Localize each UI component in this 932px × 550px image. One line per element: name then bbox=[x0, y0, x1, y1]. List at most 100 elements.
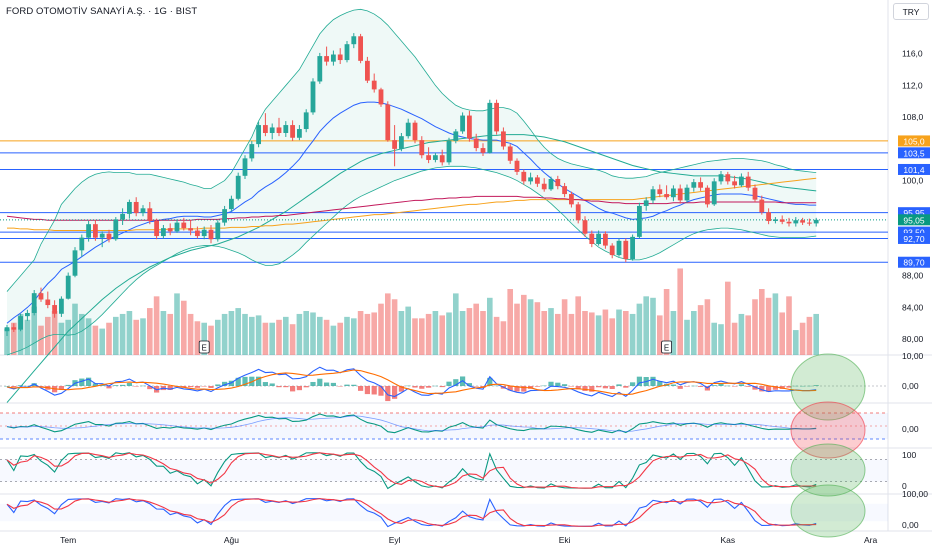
candle-body bbox=[575, 204, 581, 221]
candle-body bbox=[140, 208, 146, 214]
volume-bar bbox=[480, 311, 486, 355]
macd-histogram-bar bbox=[806, 385, 812, 387]
level-tag-label: 103,5 bbox=[903, 148, 925, 158]
candle-body bbox=[691, 182, 697, 188]
volume-bar bbox=[65, 319, 71, 355]
volume-bar bbox=[439, 315, 445, 355]
volume-bar bbox=[425, 313, 432, 355]
volume-bar bbox=[711, 322, 717, 355]
candle-body bbox=[215, 222, 221, 240]
candle-body bbox=[113, 219, 119, 240]
macd-histogram-bar bbox=[541, 385, 547, 387]
candle-body bbox=[93, 224, 98, 238]
candle-body bbox=[562, 186, 567, 195]
volume-bar bbox=[113, 316, 119, 355]
candle-body bbox=[229, 198, 234, 210]
volume-bar bbox=[323, 319, 330, 355]
macd-histogram-bar bbox=[419, 386, 425, 389]
volume-bar bbox=[249, 316, 255, 355]
candle-body bbox=[11, 327, 17, 330]
stoch2-top-label: 100,00 bbox=[902, 489, 928, 499]
volume-bar bbox=[405, 306, 411, 355]
volume-bar bbox=[221, 313, 228, 355]
macd-top-label: 10,00 bbox=[902, 351, 924, 361]
volume-bar bbox=[364, 313, 371, 355]
macd-histogram-bar bbox=[296, 386, 302, 391]
macd-histogram-bar bbox=[575, 386, 581, 390]
candle-body bbox=[582, 220, 588, 234]
candle-body bbox=[555, 178, 561, 187]
x-tick-label: Eyl bbox=[389, 535, 401, 545]
level-tag-label: 101,4 bbox=[903, 165, 925, 175]
macd-histogram-bar bbox=[426, 386, 432, 388]
candle-body bbox=[263, 125, 268, 133]
candle-body bbox=[752, 187, 758, 200]
volume-bar bbox=[99, 328, 105, 355]
volume-bar bbox=[51, 311, 58, 355]
macd-histogram-bar bbox=[766, 386, 772, 392]
candle-body bbox=[739, 176, 744, 186]
volume-bar bbox=[72, 303, 78, 355]
candle-body bbox=[813, 219, 819, 224]
volume-bar bbox=[344, 316, 350, 355]
macd-histogram-bar bbox=[670, 384, 676, 386]
volume-bar bbox=[657, 315, 663, 355]
volume-bar bbox=[636, 303, 643, 355]
macd-histogram-bar bbox=[337, 386, 343, 387]
macd-histogram-bar bbox=[392, 386, 398, 399]
macd-histogram-bar bbox=[432, 385, 438, 387]
stoch2-zero-label: 0,00 bbox=[902, 520, 919, 530]
candle-body bbox=[174, 222, 180, 232]
candle-body bbox=[310, 81, 316, 113]
volume-bar bbox=[289, 324, 296, 355]
y-tick-label: 116,0 bbox=[902, 49, 923, 59]
macd-histogram-bar bbox=[759, 386, 765, 392]
macd-histogram-bar bbox=[385, 386, 391, 402]
candle-body bbox=[106, 233, 112, 240]
volume-bar bbox=[643, 296, 649, 355]
candle-body bbox=[72, 250, 78, 276]
macd-histogram-bar bbox=[330, 382, 336, 386]
x-tick-label: Eki bbox=[559, 535, 571, 545]
macd-histogram-bar bbox=[568, 386, 574, 387]
macd-histogram-bar bbox=[242, 376, 248, 386]
candle-body bbox=[4, 327, 10, 332]
candle-body bbox=[235, 175, 241, 199]
macd-histogram-bar bbox=[120, 384, 126, 386]
volume-bar bbox=[11, 322, 17, 355]
macd-histogram-bar bbox=[188, 386, 194, 388]
level-tag: 95,95 bbox=[898, 207, 930, 219]
candle-body bbox=[684, 187, 690, 201]
macd-histogram-bar bbox=[507, 386, 513, 391]
candle-body bbox=[793, 220, 799, 224]
volume-bar bbox=[793, 330, 799, 355]
macd-histogram-bar bbox=[256, 376, 262, 386]
macd-histogram-bar bbox=[738, 384, 744, 386]
volume-bar bbox=[473, 303, 479, 355]
macd-histogram-bar bbox=[113, 385, 119, 386]
candle-body bbox=[521, 171, 527, 182]
volume-bar bbox=[296, 313, 303, 355]
volume-bar bbox=[765, 297, 772, 355]
last-price-tag: 95,05 bbox=[898, 214, 930, 226]
volume-bar bbox=[187, 313, 194, 355]
currency-button[interactable]: TRY bbox=[893, 3, 929, 20]
volume-bar bbox=[731, 322, 738, 355]
x-tick-label: Ağu bbox=[224, 535, 239, 545]
volume-bar bbox=[534, 302, 541, 355]
candle-body bbox=[514, 160, 520, 172]
macd-histogram-bar bbox=[793, 385, 799, 387]
level-tag: 93,50 bbox=[898, 226, 930, 238]
candle-body bbox=[337, 54, 343, 61]
candle-body bbox=[399, 136, 404, 149]
volume-bar bbox=[85, 318, 92, 355]
macd-histogram-bar bbox=[215, 384, 221, 386]
volume-bar bbox=[745, 315, 751, 355]
candle-body bbox=[439, 155, 445, 163]
candle-body bbox=[242, 158, 248, 176]
volume-bar bbox=[541, 311, 547, 355]
earnings-marker: E bbox=[198, 340, 210, 354]
volume-bar bbox=[262, 322, 269, 355]
